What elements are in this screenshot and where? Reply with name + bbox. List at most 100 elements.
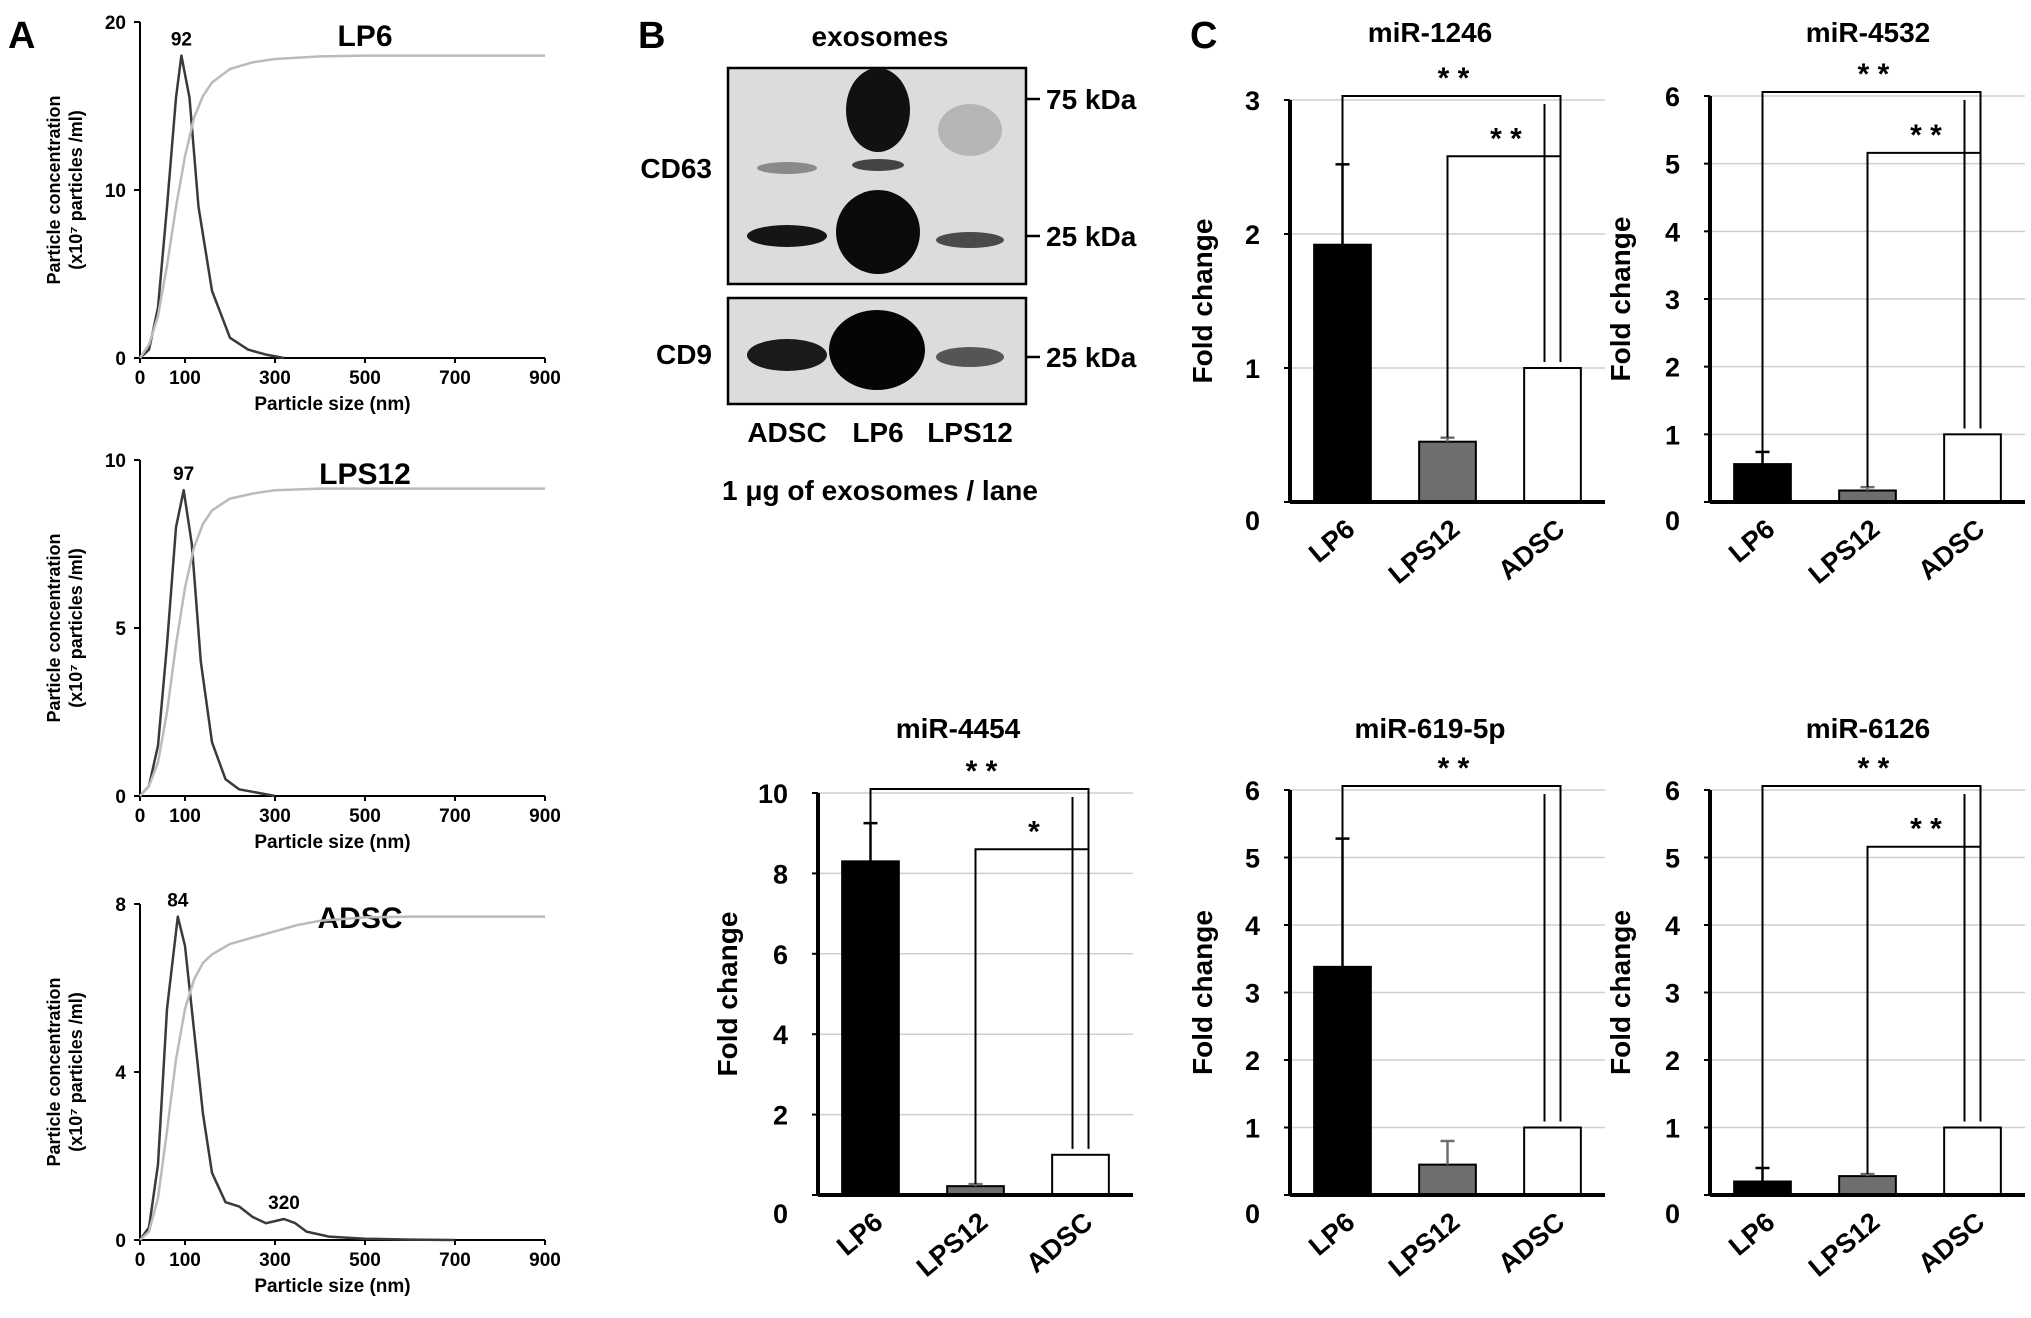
significance-label: * *: [1490, 122, 1522, 155]
x-tick-label: 300: [259, 368, 291, 389]
category-label: ADSC: [1020, 1207, 1098, 1279]
bar-lps12: [1418, 1163, 1477, 1196]
y-axis-label: Fold change: [1605, 910, 1636, 1075]
x-tick-label: 700: [439, 1250, 471, 1271]
y-tick-label: 0: [1245, 1199, 1260, 1229]
category-label: ADSC: [1492, 514, 1570, 586]
y-tick-label: 0: [115, 349, 126, 370]
category-label: LP6: [831, 1207, 888, 1262]
y-axis-label-units: (x10⁷ particles /ml): [66, 110, 86, 270]
y-tick-label: 4: [1665, 217, 1680, 247]
cd63-band-adsc-high: [757, 162, 817, 174]
x-tick-label: 900: [529, 1250, 561, 1271]
size-distribution-curve: [138, 915, 456, 1242]
y-tick-label: 2: [1245, 1046, 1260, 1076]
bar-adsc: [1523, 367, 1582, 503]
marker-label-cd63-25: 25 kDa: [1046, 221, 1137, 252]
chart-title: miR-4532: [1806, 17, 1931, 48]
category-label: ADSC: [1492, 1207, 1570, 1279]
x-tick-label: 100: [169, 368, 201, 389]
category-label: LPS12: [1383, 514, 1466, 590]
category-label: LPS12: [1383, 1207, 1466, 1283]
cd63-band-lps12-smear: [938, 104, 1002, 156]
y-tick-label: 1: [1245, 1114, 1260, 1144]
panel-label-c: C: [1190, 15, 1217, 57]
size-chart-lp6: LP6 0 10 20 0 100 300 500 700 900 Particle size (n…: [44, 13, 561, 415]
y-tick-label: 20: [105, 13, 126, 34]
y-tick-label: 4: [1665, 911, 1680, 941]
y-tick-label: 1: [1665, 1114, 1680, 1144]
cd63-band-lp6-mid: [852, 159, 904, 171]
bar-lp6: [841, 860, 900, 1197]
significance-bracket: [1341, 785, 1562, 1122]
bar-adsc: [1051, 1153, 1110, 1197]
y-tick-label: 10: [105, 181, 126, 202]
y-tick-label: 5: [1245, 844, 1260, 874]
y-tick-label: 0: [1665, 1199, 1680, 1229]
bar-lp6: [1313, 965, 1372, 1196]
significance-label: * *: [1858, 58, 1890, 91]
x-tick-label: 500: [349, 806, 381, 827]
y-tick-label: 5: [1665, 150, 1680, 180]
significance-bracket: [1866, 845, 1982, 1175]
x-axis-label: Particle size (nm): [254, 832, 410, 853]
significance-bracket: [1761, 785, 1982, 1168]
x-tick-label: 500: [349, 1250, 381, 1271]
y-tick-label: 3: [1245, 86, 1260, 116]
y-tick-label: 3: [1665, 285, 1680, 315]
bar-chart-mir-4454: miR-4454 0 2 4 6 8 10 Fold change LP6 LPS12 ADSC * …: [712, 713, 1133, 1283]
y-tick-label: 4: [1245, 911, 1260, 941]
significance-bracket: [1866, 151, 1982, 488]
protein-label-cd9: CD9: [656, 339, 712, 370]
bar-lp6: [1733, 1180, 1792, 1196]
lane-label-lp6: LP6: [852, 417, 903, 448]
y-tick-label: 2: [1245, 220, 1260, 250]
x-tick-label: 700: [439, 806, 471, 827]
chart-title: miR-1246: [1368, 17, 1493, 48]
x-tick-label: 0: [135, 1250, 146, 1271]
y-axis-label: Fold change: [1605, 217, 1636, 382]
x-tick-label: 900: [529, 806, 561, 827]
bar-adsc: [1943, 433, 2002, 504]
marker-label-cd9-25: 25 kDa: [1046, 342, 1137, 373]
x-tick-label: 100: [169, 806, 201, 827]
category-label: LP6: [1723, 514, 1780, 569]
significance-label: * *: [1438, 752, 1470, 785]
y-axis-label: Particle concentration: [44, 95, 64, 284]
peak-annotation: 97: [173, 464, 194, 485]
lane-label-lps12: LPS12: [927, 417, 1013, 448]
category-label: LP6: [1303, 1207, 1360, 1262]
size-distribution-curve: [139, 54, 285, 360]
x-tick-label: 500: [349, 368, 381, 389]
y-tick-label: 4: [773, 1020, 788, 1050]
significance-bracket: [869, 788, 1090, 1149]
x-axis-label: Particle size (nm): [254, 1276, 410, 1297]
category-label: LPS12: [1803, 514, 1886, 590]
y-axis-label-units: (x10⁷ particles /ml): [66, 548, 86, 708]
cd9-band-lps12: [936, 347, 1004, 367]
bar-lp6: [1313, 243, 1372, 503]
category-label: LP6: [1303, 514, 1360, 569]
y-tick-label: 1: [1245, 354, 1260, 384]
y-tick-label: 4: [115, 1063, 126, 1084]
y-tick-label: 0: [1245, 506, 1260, 536]
chart-title: LP6: [337, 20, 392, 53]
x-axis-label: Particle size (nm): [254, 394, 410, 415]
bar-lp6: [1733, 463, 1792, 503]
x-tick-label: 0: [135, 806, 146, 827]
x-tick-label: 100: [169, 1250, 201, 1271]
y-axis-label: Particle concentration: [44, 977, 64, 1166]
peak-annotation: 92: [171, 30, 192, 51]
significance-label: * *: [1910, 813, 1942, 846]
cumulative-curve: [138, 54, 545, 359]
panel-label-a: A: [8, 15, 35, 57]
cd63-band-lp6-high: [846, 68, 910, 152]
y-axis-label: Fold change: [1187, 910, 1218, 1075]
blot-title: exosomes: [812, 21, 949, 52]
size-distribution-curve: [139, 488, 276, 798]
y-tick-label: 6: [1245, 776, 1260, 806]
bar-lps12: [1838, 1175, 1897, 1196]
